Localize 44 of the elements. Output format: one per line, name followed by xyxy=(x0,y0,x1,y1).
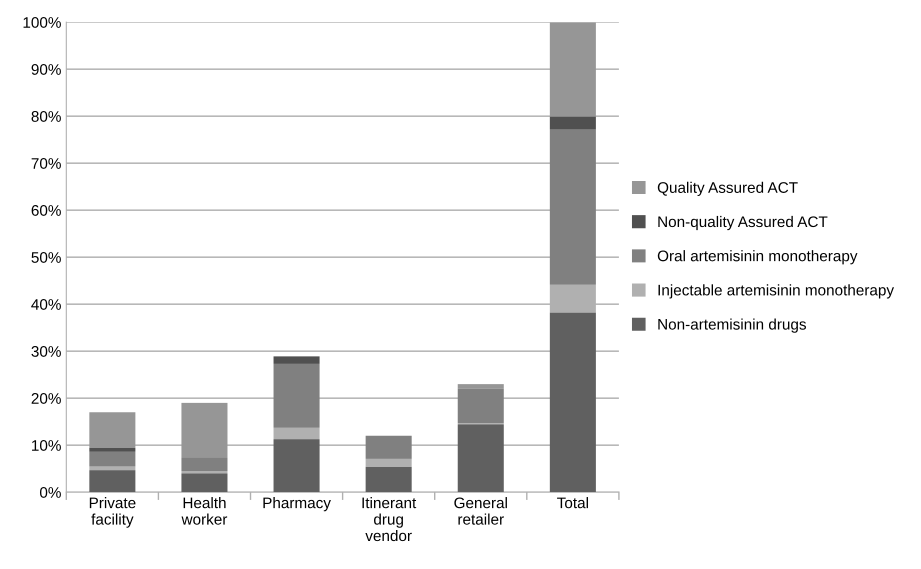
x-tick-label: Itinerant drug vendor xyxy=(362,497,416,542)
bar xyxy=(550,22,596,117)
bar xyxy=(550,129,596,284)
x-tick-label: General retailer xyxy=(454,497,507,525)
bar xyxy=(181,457,228,472)
bar xyxy=(550,116,596,130)
bar xyxy=(274,428,320,440)
bar xyxy=(366,458,412,467)
y-tick-label: 50% xyxy=(31,252,61,263)
x-tick-label: Private facility xyxy=(90,497,136,528)
bar xyxy=(458,424,504,492)
x-tick-label: Total xyxy=(557,497,588,508)
y-tick-label: 100% xyxy=(24,17,61,28)
legend-label: Quality Assured ACT xyxy=(658,182,798,196)
legend-label: Oral artemisinin monotherapy xyxy=(658,250,858,264)
x-tick-label: Pharmacy xyxy=(263,497,331,512)
y-tick-label: 90% xyxy=(32,64,61,75)
bar xyxy=(89,466,136,470)
bar xyxy=(181,402,228,458)
bar xyxy=(366,466,412,492)
bar xyxy=(274,439,320,492)
bar xyxy=(89,448,136,452)
bar xyxy=(550,312,596,492)
bar xyxy=(366,436,412,459)
bar xyxy=(274,356,320,364)
bar xyxy=(181,473,228,492)
bar xyxy=(458,388,504,424)
y-tick-label: 80% xyxy=(32,111,61,122)
legend-label: Injectable artemisinin monotherapy xyxy=(658,284,894,299)
bar xyxy=(89,470,136,492)
y-tick-label: 40% xyxy=(31,299,61,310)
y-tick-label: 0% xyxy=(40,487,61,498)
y-tick-label: 30% xyxy=(31,346,61,357)
y-tick-label: 20% xyxy=(32,393,61,404)
y-tick-label: 10% xyxy=(32,440,61,451)
y-tick-label: 60% xyxy=(32,205,61,216)
y-tick-label: 70% xyxy=(32,158,61,169)
x-tick-label: Health worker xyxy=(182,497,228,525)
bar xyxy=(458,384,504,389)
legend-label: Non-artemisinin drugs xyxy=(658,318,806,333)
bar xyxy=(89,452,136,466)
bar xyxy=(89,412,136,448)
legend-label: Non-quality Assured ACT xyxy=(658,216,828,230)
bar xyxy=(274,364,320,428)
